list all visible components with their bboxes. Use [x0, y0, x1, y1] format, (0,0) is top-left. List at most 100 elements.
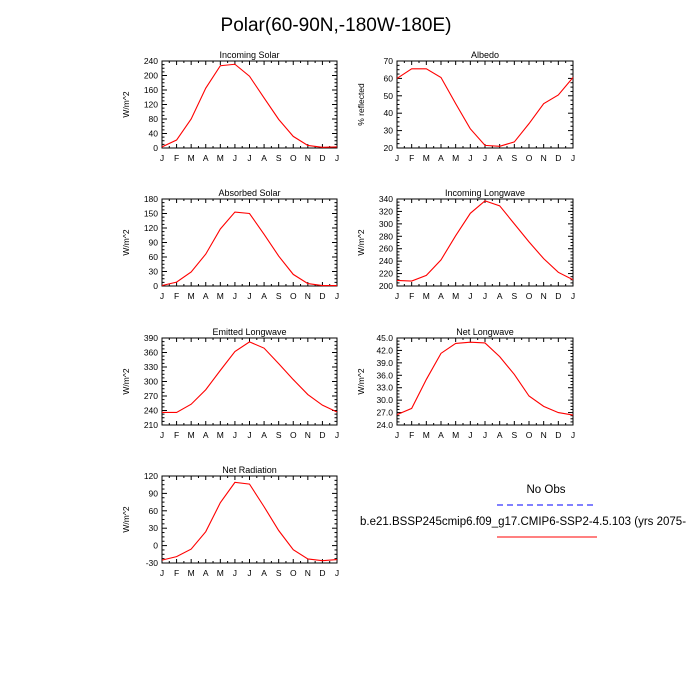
x-tick-label: J [233, 153, 237, 163]
x-tick-label: J [233, 568, 237, 578]
x-tick-label: M [188, 568, 195, 578]
y-axis-label: W/m^2 [356, 229, 366, 255]
x-tick-label: N [541, 430, 547, 440]
x-tick-label: M [452, 430, 459, 440]
x-tick-label: A [261, 291, 267, 301]
x-tick-label: J [233, 291, 237, 301]
panel-title: Incoming Solar [219, 50, 279, 60]
plot-frame [161, 337, 338, 426]
y-tick-label: 42.0 [376, 345, 393, 355]
y-tick-label: 0 [153, 143, 158, 153]
x-tick-label: O [526, 291, 533, 301]
y-tick-label: 39.0 [376, 358, 393, 368]
plot-frame [161, 475, 338, 564]
x-tick-label: J [483, 430, 487, 440]
series-line-model [161, 481, 338, 562]
x-tick-label: J [247, 153, 251, 163]
legend: No Obs b.e21.BSSP245cmip6.f09_g17.CMIP6-… [360, 484, 686, 538]
x-tick-label: J [571, 153, 575, 163]
y-tick-label: 210 [144, 420, 158, 430]
x-tick-label: S [276, 568, 282, 578]
x-tick-label: D [555, 430, 561, 440]
y-tick-label: 40 [384, 108, 394, 118]
x-tick-label: S [511, 430, 517, 440]
x-tick-label: A [497, 430, 503, 440]
y-axis-label: W/m^2 [121, 229, 131, 255]
x-tick-label: M [188, 153, 195, 163]
x-tick-label: A [497, 153, 503, 163]
x-tick-label: J [395, 291, 399, 301]
x-tick-label: M [217, 430, 224, 440]
y-tick-label: 0 [153, 541, 158, 551]
y-tick-label: 200 [379, 281, 393, 291]
x-tick-label: J [160, 568, 164, 578]
y-tick-label: 320 [379, 206, 393, 216]
x-tick-label: O [290, 568, 297, 578]
y-tick-label: 90 [149, 488, 159, 498]
x-tick-label: M [423, 291, 430, 301]
y-tick-label: 120 [144, 100, 158, 110]
y-tick-label: 40 [149, 129, 159, 139]
x-tick-label: J [483, 153, 487, 163]
y-tick-label: 240 [144, 406, 158, 416]
x-tick-label: F [409, 153, 414, 163]
y-tick-label: 120 [144, 223, 158, 233]
y-tick-label: 33.0 [376, 383, 393, 393]
x-tick-label: S [276, 430, 282, 440]
y-tick-label: 24.0 [376, 420, 393, 430]
legend-model-label: b.e21.BSSP245cmip6.f09_g17.CMIP6-SSP2-4.… [360, 516, 686, 528]
x-tick-label: J [247, 430, 251, 440]
x-tick-label: N [541, 153, 547, 163]
x-tick-label: J [233, 430, 237, 440]
y-tick-label: -30 [146, 558, 159, 568]
y-tick-label: 60 [384, 73, 394, 83]
x-tick-label: M [188, 291, 195, 301]
x-tick-label: O [290, 153, 297, 163]
y-tick-label: 50 [384, 91, 394, 101]
y-tick-label: 300 [379, 219, 393, 229]
y-tick-label: 280 [379, 231, 393, 241]
x-tick-label: M [217, 568, 224, 578]
y-tick-label: 180 [144, 194, 158, 204]
x-tick-label: J [160, 153, 164, 163]
legend-obs-label: No Obs [527, 484, 566, 496]
panel-title: Absorbed Solar [218, 188, 280, 198]
x-tick-label: N [305, 568, 311, 578]
x-tick-label: F [174, 430, 179, 440]
x-tick-label: J [395, 430, 399, 440]
x-tick-label: F [174, 153, 179, 163]
y-tick-label: 160 [144, 85, 158, 95]
x-tick-label: D [555, 153, 561, 163]
y-tick-label: 0 [153, 281, 158, 291]
y-axis-label: W/m^2 [356, 368, 366, 394]
x-tick-label: O [290, 430, 297, 440]
x-tick-label: F [174, 291, 179, 301]
y-tick-label: 30.0 [376, 395, 393, 405]
x-tick-label: J [247, 568, 251, 578]
x-tick-label: O [526, 430, 533, 440]
y-tick-label: 90 [149, 238, 159, 248]
x-tick-label: A [261, 430, 267, 440]
y-tick-label: 200 [144, 71, 158, 81]
y-tick-label: 220 [379, 269, 393, 279]
y-tick-label: 330 [144, 362, 158, 372]
y-tick-label: 390 [144, 333, 158, 343]
figure-title: Polar(60-90N,-180W-180E) [221, 15, 452, 36]
panel-title: Incoming Longwave [445, 188, 525, 198]
x-tick-label: M [423, 153, 430, 163]
x-tick-label: M [217, 291, 224, 301]
x-tick-label: A [497, 291, 503, 301]
y-axis-label: W/m^2 [121, 506, 131, 532]
y-tick-label: 30 [384, 126, 394, 136]
x-tick-label: J [468, 291, 472, 301]
y-tick-label: 240 [144, 56, 158, 66]
x-tick-label: A [438, 153, 444, 163]
x-tick-label: J [160, 291, 164, 301]
y-tick-label: 150 [144, 209, 158, 219]
x-tick-label: M [452, 153, 459, 163]
